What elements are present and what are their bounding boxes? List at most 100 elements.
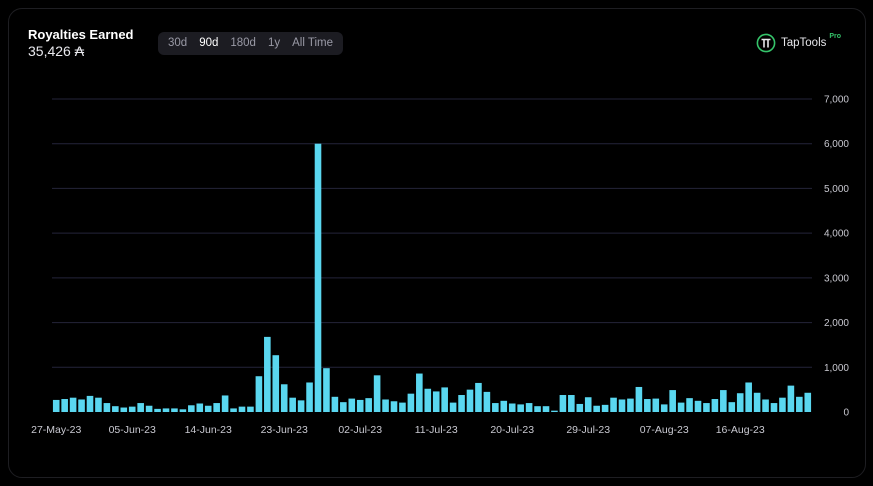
bar[interactable] [720, 390, 727, 412]
pro-badge: Pro [829, 32, 842, 40]
bar[interactable] [373, 375, 381, 412]
bar[interactable] [314, 143, 322, 412]
bar[interactable] [660, 404, 668, 412]
bar[interactable] [162, 408, 170, 412]
bar[interactable] [466, 389, 474, 412]
bar[interactable] [179, 409, 187, 412]
bar[interactable] [382, 399, 389, 412]
range-1y-button[interactable]: 1y [267, 37, 281, 49]
bar[interactable] [804, 392, 812, 412]
bar[interactable] [627, 398, 634, 412]
total-royalties-value: 35,426 ₳ [28, 43, 85, 59]
bar[interactable] [584, 397, 592, 412]
bar[interactable] [188, 405, 195, 412]
bar[interactable] [416, 373, 423, 412]
taptools-brand[interactable]: TapTools Pro [756, 33, 841, 53]
bar[interactable] [78, 399, 85, 412]
bar[interactable] [762, 399, 769, 412]
range-90d-button[interactable]: 90d [199, 37, 219, 49]
bar[interactable] [52, 399, 60, 412]
bar[interactable] [703, 403, 710, 412]
bar[interactable] [610, 397, 617, 412]
bar[interactable] [753, 392, 761, 412]
bar[interactable] [331, 396, 339, 412]
bar[interactable] [525, 403, 533, 412]
bar[interactable] [323, 368, 330, 412]
bar[interactable] [669, 390, 676, 412]
bar[interactable] [196, 403, 204, 413]
range-all-time-button[interactable]: All Time [292, 37, 334, 49]
bar[interactable] [694, 400, 702, 412]
bar[interactable] [644, 399, 651, 412]
bar[interactable] [736, 393, 744, 412]
bar[interactable] [686, 398, 693, 412]
bar[interactable] [61, 399, 68, 412]
bar[interactable] [568, 395, 575, 412]
bar[interactable] [796, 396, 803, 412]
bar[interactable] [399, 402, 406, 412]
bar[interactable] [120, 407, 128, 412]
bar[interactable] [264, 336, 271, 412]
range-180d-button[interactable]: 180d [230, 37, 256, 49]
bar[interactable] [745, 382, 752, 412]
bar[interactable] [458, 395, 465, 412]
bar[interactable] [432, 391, 440, 412]
bar[interactable] [289, 397, 296, 412]
bar[interactable] [297, 400, 305, 412]
y-axis-ticks: 0 1,000 2,000 3,000 4,000 5,000 6,000 7,000 [824, 95, 849, 419]
bar[interactable] [635, 386, 643, 412]
bar[interactable] [618, 399, 626, 412]
bar[interactable] [542, 406, 550, 412]
bar[interactable] [171, 408, 178, 412]
bar[interactable] [221, 395, 229, 412]
bar[interactable] [711, 399, 719, 412]
bar[interactable] [154, 408, 161, 412]
bar[interactable] [517, 404, 524, 412]
bar[interactable] [787, 385, 795, 412]
bar[interactable] [255, 376, 263, 412]
bar[interactable] [652, 398, 660, 412]
bar[interactable] [204, 405, 212, 412]
bar[interactable] [475, 382, 482, 412]
bar[interactable] [348, 398, 356, 412]
bar[interactable] [112, 406, 119, 412]
bar[interactable] [365, 398, 372, 412]
bar[interactable] [449, 402, 457, 412]
bar[interactable] [779, 397, 786, 412]
bar[interactable] [86, 395, 94, 412]
bar[interactable] [247, 406, 254, 412]
bar[interactable] [728, 402, 736, 412]
bar[interactable] [238, 406, 246, 412]
bar[interactable] [424, 388, 432, 412]
bar[interactable] [508, 403, 516, 413]
bar[interactable] [340, 402, 347, 412]
bar[interactable] [770, 403, 778, 412]
y-tick-label: 4,000 [824, 229, 849, 240]
bar[interactable] [69, 397, 77, 412]
bar[interactable] [483, 391, 491, 412]
bar[interactable] [306, 382, 313, 412]
bar[interactable] [230, 408, 237, 412]
bar[interactable] [356, 399, 364, 412]
range-30d-button[interactable]: 30d [168, 37, 188, 49]
bar[interactable] [677, 402, 685, 412]
bar[interactable] [593, 405, 600, 412]
bar[interactable] [390, 401, 398, 412]
bar[interactable] [128, 406, 136, 412]
bar[interactable] [280, 384, 288, 412]
bar[interactable] [407, 393, 415, 412]
bar[interactable] [500, 400, 508, 412]
bar[interactable] [137, 403, 144, 412]
bar[interactable] [95, 397, 102, 412]
bar[interactable] [213, 403, 220, 412]
bar[interactable] [559, 395, 567, 412]
bar[interactable] [551, 410, 558, 412]
bar[interactable] [103, 403, 111, 412]
bar[interactable] [601, 404, 609, 412]
bar[interactable] [576, 403, 584, 412]
bar[interactable] [145, 405, 153, 412]
bar[interactable] [441, 387, 448, 412]
bar[interactable] [272, 355, 280, 412]
bar[interactable] [534, 406, 541, 412]
bar[interactable] [492, 403, 499, 412]
